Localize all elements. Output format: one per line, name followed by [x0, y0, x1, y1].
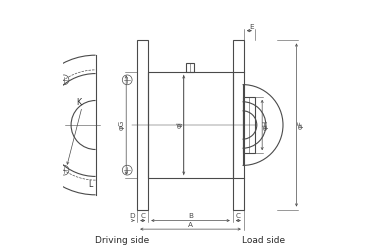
- Bar: [186, 62, 194, 72]
- Bar: [137, 40, 148, 209]
- Text: A: A: [188, 222, 193, 228]
- Text: L: L: [88, 180, 93, 189]
- Text: φH: φH: [262, 120, 268, 130]
- Bar: [233, 40, 244, 209]
- Text: C: C: [140, 213, 145, 219]
- Text: D: D: [129, 213, 135, 219]
- Text: φF: φF: [297, 120, 303, 130]
- Text: φG: φG: [119, 120, 125, 130]
- Bar: [243, 97, 255, 153]
- Text: B: B: [188, 213, 193, 219]
- Text: Load side: Load side: [242, 236, 285, 245]
- Text: Driving side: Driving side: [95, 236, 149, 245]
- Text: K: K: [76, 98, 81, 108]
- Text: C: C: [236, 213, 241, 219]
- Text: φJ: φJ: [176, 122, 182, 128]
- Text: E: E: [249, 24, 254, 30]
- Bar: [148, 72, 233, 178]
